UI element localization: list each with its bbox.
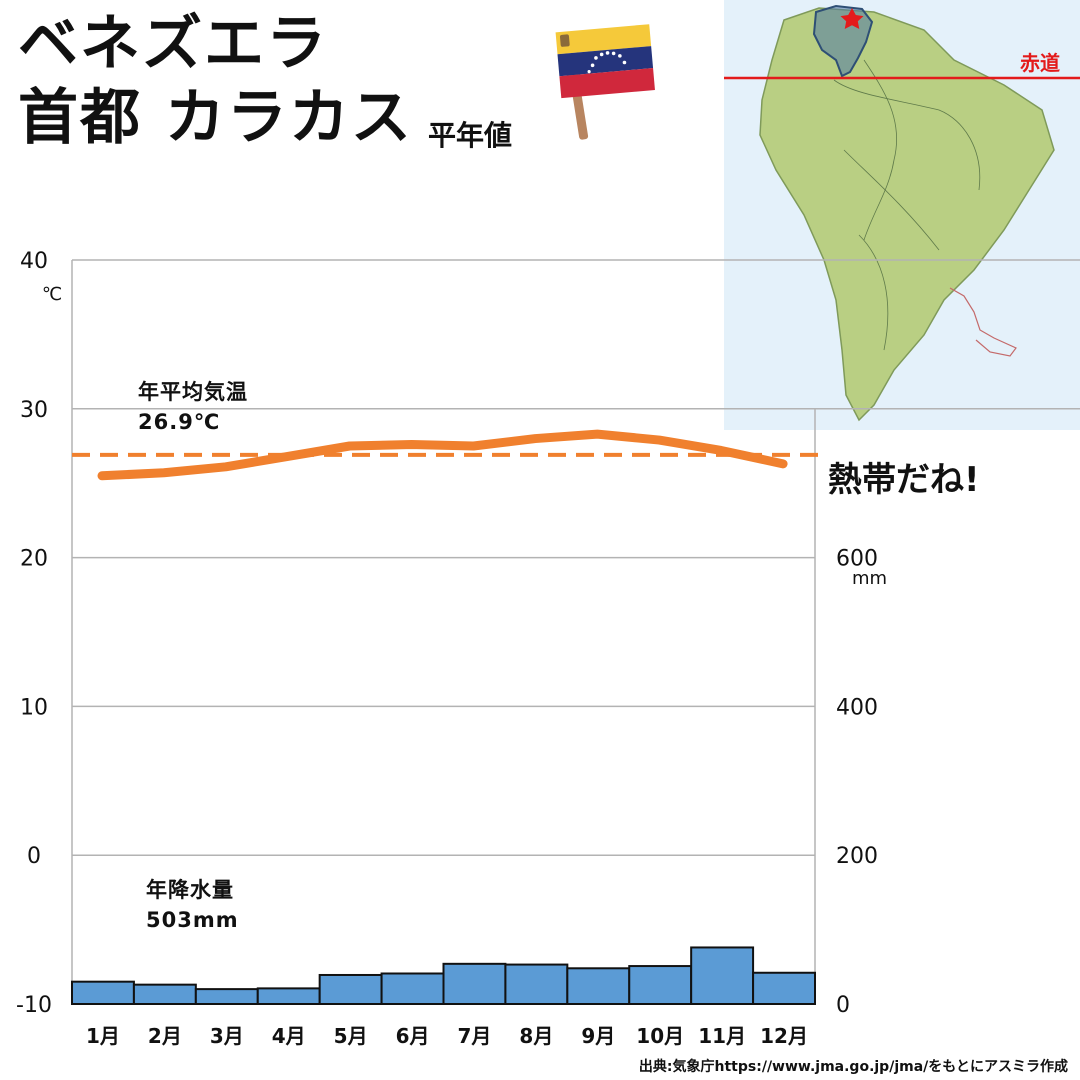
precip-bar (566, 967, 631, 1006)
precip-bar (504, 963, 569, 1005)
venezuela-flag-icon (555, 24, 655, 140)
capital-star-icon (840, 8, 864, 29)
month-axis: 1月 2月 3月 4月 5月 6月 7月 8月 9月 10月 11月 12月 (86, 1024, 808, 1048)
annual-precip-note: 年降水量 503mm (146, 875, 239, 935)
precip-bar (380, 972, 445, 1005)
temp-tick-label: 0 (27, 844, 41, 869)
title-capital: 首都 カラカス (18, 83, 413, 153)
precip-bar (71, 980, 135, 1005)
precipitation-axis: 600 400 200 0 mm (836, 547, 887, 1018)
precip-unit-label: mm (852, 568, 887, 589)
precip-bar (318, 973, 383, 1006)
temp-tick-label: 30 (20, 398, 48, 423)
precip-bar (752, 971, 816, 1006)
month-label: 10月 (636, 1024, 684, 1048)
grid-lines (71, 259, 1080, 1004)
temperature-axis: 40 30 20 10 0 -10 ℃ (16, 249, 62, 1018)
annual-mean-temp-note: 年平均気温 26.9℃ (138, 377, 248, 437)
month-label: 4月 (272, 1024, 306, 1048)
annual-precip-value: 503mm (146, 908, 239, 932)
temp-unit-label: ℃ (42, 284, 62, 305)
month-label: 12月 (760, 1024, 808, 1048)
south-america-map: 赤道 (724, 0, 1080, 430)
temp-tick-label: 40 (20, 249, 48, 274)
source-credit: 出典:気象庁https://www.jma.go.jp/jma/をもとにアスミラ… (638, 1059, 1068, 1075)
annual-mean-temp-title: 年平均気温 (138, 380, 248, 404)
precip-tick-label: 400 (836, 695, 878, 720)
precip-tick-label: 200 (836, 844, 878, 869)
temp-tick-label: 20 (20, 547, 48, 572)
continent-shape (759, 7, 1055, 422)
month-label: 2月 (148, 1024, 182, 1048)
precip-bar (194, 988, 259, 1005)
precip-tick-label: 600 (836, 547, 878, 572)
annual-precip-title: 年降水量 (146, 878, 234, 902)
month-label: 11月 (698, 1024, 746, 1048)
title-country: ベネズエラ (18, 9, 328, 79)
month-label: 1月 (86, 1024, 120, 1048)
equator-label: 赤道 (1020, 51, 1060, 75)
month-label: 6月 (396, 1024, 430, 1048)
month-label: 3月 (210, 1024, 244, 1048)
temperature-layer (72, 429, 822, 481)
temperature-line (97, 429, 788, 481)
precip-bar (690, 946, 755, 1005)
month-label: 8月 (519, 1024, 553, 1048)
precipitation-bars (71, 946, 816, 1006)
month-label: 9月 (581, 1024, 615, 1048)
precip-tick-label: 0 (836, 993, 850, 1018)
temp-tick-label: -10 (16, 993, 52, 1018)
precip-bar (628, 965, 693, 1006)
precip-bar (132, 983, 197, 1006)
month-label: 5月 (334, 1024, 368, 1048)
period-label: 平年値 (428, 119, 513, 152)
precip-bar (256, 987, 321, 1005)
tropical-exclaim: 熱帯だね! (828, 460, 980, 500)
month-label: 7月 (457, 1024, 491, 1048)
temp-tick-label: 10 (20, 695, 48, 720)
annual-mean-temp-value: 26.9℃ (138, 410, 221, 434)
precip-bar (442, 962, 507, 1005)
